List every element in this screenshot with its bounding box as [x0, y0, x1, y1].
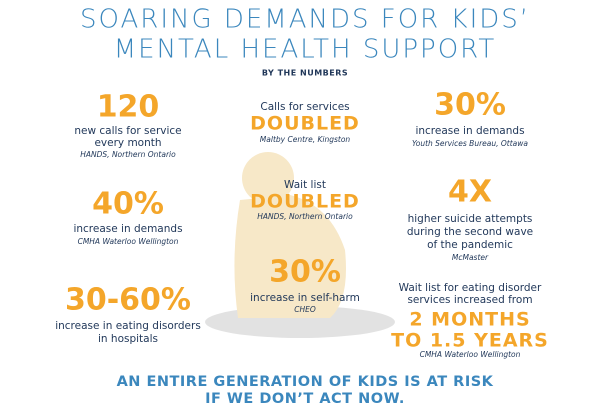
- stat-source: CMHA Waterloo Wellington: [78, 237, 179, 246]
- footer: AN ENTIRE GENERATION OF KIDS IS AT RISK: [117, 374, 494, 390]
- stat-description: increase in demands: [73, 223, 182, 235]
- stat-description: of the pandemic: [427, 239, 513, 251]
- stat-figure: 30-60%: [65, 283, 191, 318]
- silhouette: [205, 152, 395, 338]
- stat-source: HANDS, Northern Ontario: [257, 212, 353, 221]
- footer: IF WE DON’T ACT NOW.: [205, 391, 405, 407]
- stat-description: in hospitals: [98, 333, 158, 345]
- stat-description: increase in eating disorders: [55, 320, 201, 332]
- subtitle: BY THE NUMBERS: [262, 69, 348, 78]
- stat-lead: Calls for services: [260, 101, 349, 113]
- stat-figure: 30%: [434, 88, 506, 123]
- stat-description: higher suicide attempts: [408, 213, 533, 225]
- stat-source: Maltby Centre, Kingston: [260, 135, 351, 144]
- stat-description: every month: [94, 137, 161, 149]
- stat-source: CHEO: [294, 305, 316, 314]
- stat-figure: DOUBLED: [250, 113, 360, 135]
- stat-figure: 2 MONTHS: [409, 309, 530, 331]
- head: [242, 152, 294, 204]
- stat-lead: Wait list: [284, 179, 326, 191]
- stat-description: increase in demands: [415, 125, 524, 137]
- stat-source: Youth Services Bureau, Ottawa: [412, 139, 528, 148]
- stat-description: during the second wave: [407, 226, 533, 238]
- stat-source: CMHA Waterloo Wellington: [420, 350, 521, 359]
- stat-figure: 40%: [92, 187, 164, 222]
- stat-figure: TO 1.5 YEARS: [391, 330, 549, 352]
- title: MENTAL HEALTH SUPPORT: [114, 35, 497, 65]
- stat-description: increase in self-harm: [250, 292, 360, 304]
- stat-lead: services increased from: [407, 294, 532, 306]
- stat-source: HANDS, Northern Ontario: [80, 150, 176, 159]
- stat-figure: 4X: [448, 175, 492, 210]
- stat-description: new calls for service: [74, 125, 181, 137]
- body: [234, 195, 346, 318]
- stat-lead: Wait list for eating disorder: [399, 282, 542, 294]
- stat-figure: DOUBLED: [250, 191, 360, 213]
- stat-source: McMaster: [452, 253, 489, 262]
- stat-figure: 120: [97, 90, 160, 125]
- stat-figure: 30%: [269, 255, 341, 290]
- title: SOARING DEMANDS FOR KIDS’: [80, 5, 530, 35]
